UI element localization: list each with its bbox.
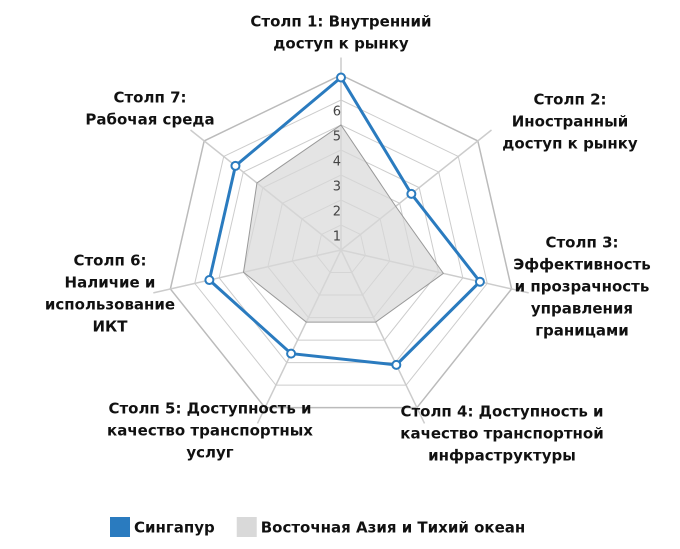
legend-swatch	[236, 517, 257, 537]
y-tick-label: 2	[333, 205, 341, 220]
legend-label: Восточная Азия и Тихий океан	[261, 519, 526, 537]
data-point	[336, 72, 346, 83]
axis-label: Наличие и	[65, 274, 156, 292]
axis-label: управления	[531, 300, 633, 318]
y-tick-label: 5	[333, 130, 341, 145]
axis-label: Столп 5: Доступность и	[108, 400, 311, 418]
legend-swatch	[110, 517, 130, 537]
axis-label: Рабочая среда	[85, 111, 214, 129]
axis-label: ИКТ	[92, 318, 128, 336]
axis-label: услуг	[186, 444, 233, 462]
axis-label: Иностранный	[512, 113, 628, 131]
y-tick-label: 6	[333, 105, 341, 120]
grid-ring	[194, 99, 488, 386]
grid-ring	[169, 74, 513, 409]
y-tick-label: 4	[333, 155, 341, 170]
axis-label: Столп 7:	[113, 89, 186, 107]
series-area	[242, 124, 445, 323]
series-area	[207, 75, 482, 367]
data-point	[391, 359, 402, 370]
data-point	[406, 188, 417, 199]
axis-label: Столп 3:	[545, 234, 618, 252]
axis-label: инфраструктуры	[428, 447, 576, 465]
y-tick-label: 1	[333, 230, 341, 245]
axis-label: Столп 4: Доступность и	[400, 403, 603, 421]
data-point	[474, 276, 485, 287]
axis-label: и прозрачность	[515, 278, 650, 296]
legend-label: Сингапур	[134, 519, 215, 537]
axis-label: Столп 6:	[73, 252, 146, 270]
axis-label: доступ к рынку	[502, 135, 638, 153]
axis-label: Эффективность	[513, 256, 651, 274]
grid-ring	[218, 124, 464, 364]
axis-label: качество транспортной	[400, 425, 603, 443]
axis-label: качество транспортных	[107, 422, 313, 440]
axis-label: Столп 2:	[533, 91, 606, 109]
axis-label: использование	[45, 296, 175, 314]
axis-label: границами	[535, 322, 629, 340]
axis-label: Столп 1: Внутренний	[250, 13, 431, 31]
data-point	[204, 275, 215, 286]
axis-label: доступ к рынку	[273, 35, 409, 53]
data-point	[286, 348, 297, 359]
data-point	[230, 160, 241, 171]
y-tick-label: 3	[333, 180, 341, 195]
